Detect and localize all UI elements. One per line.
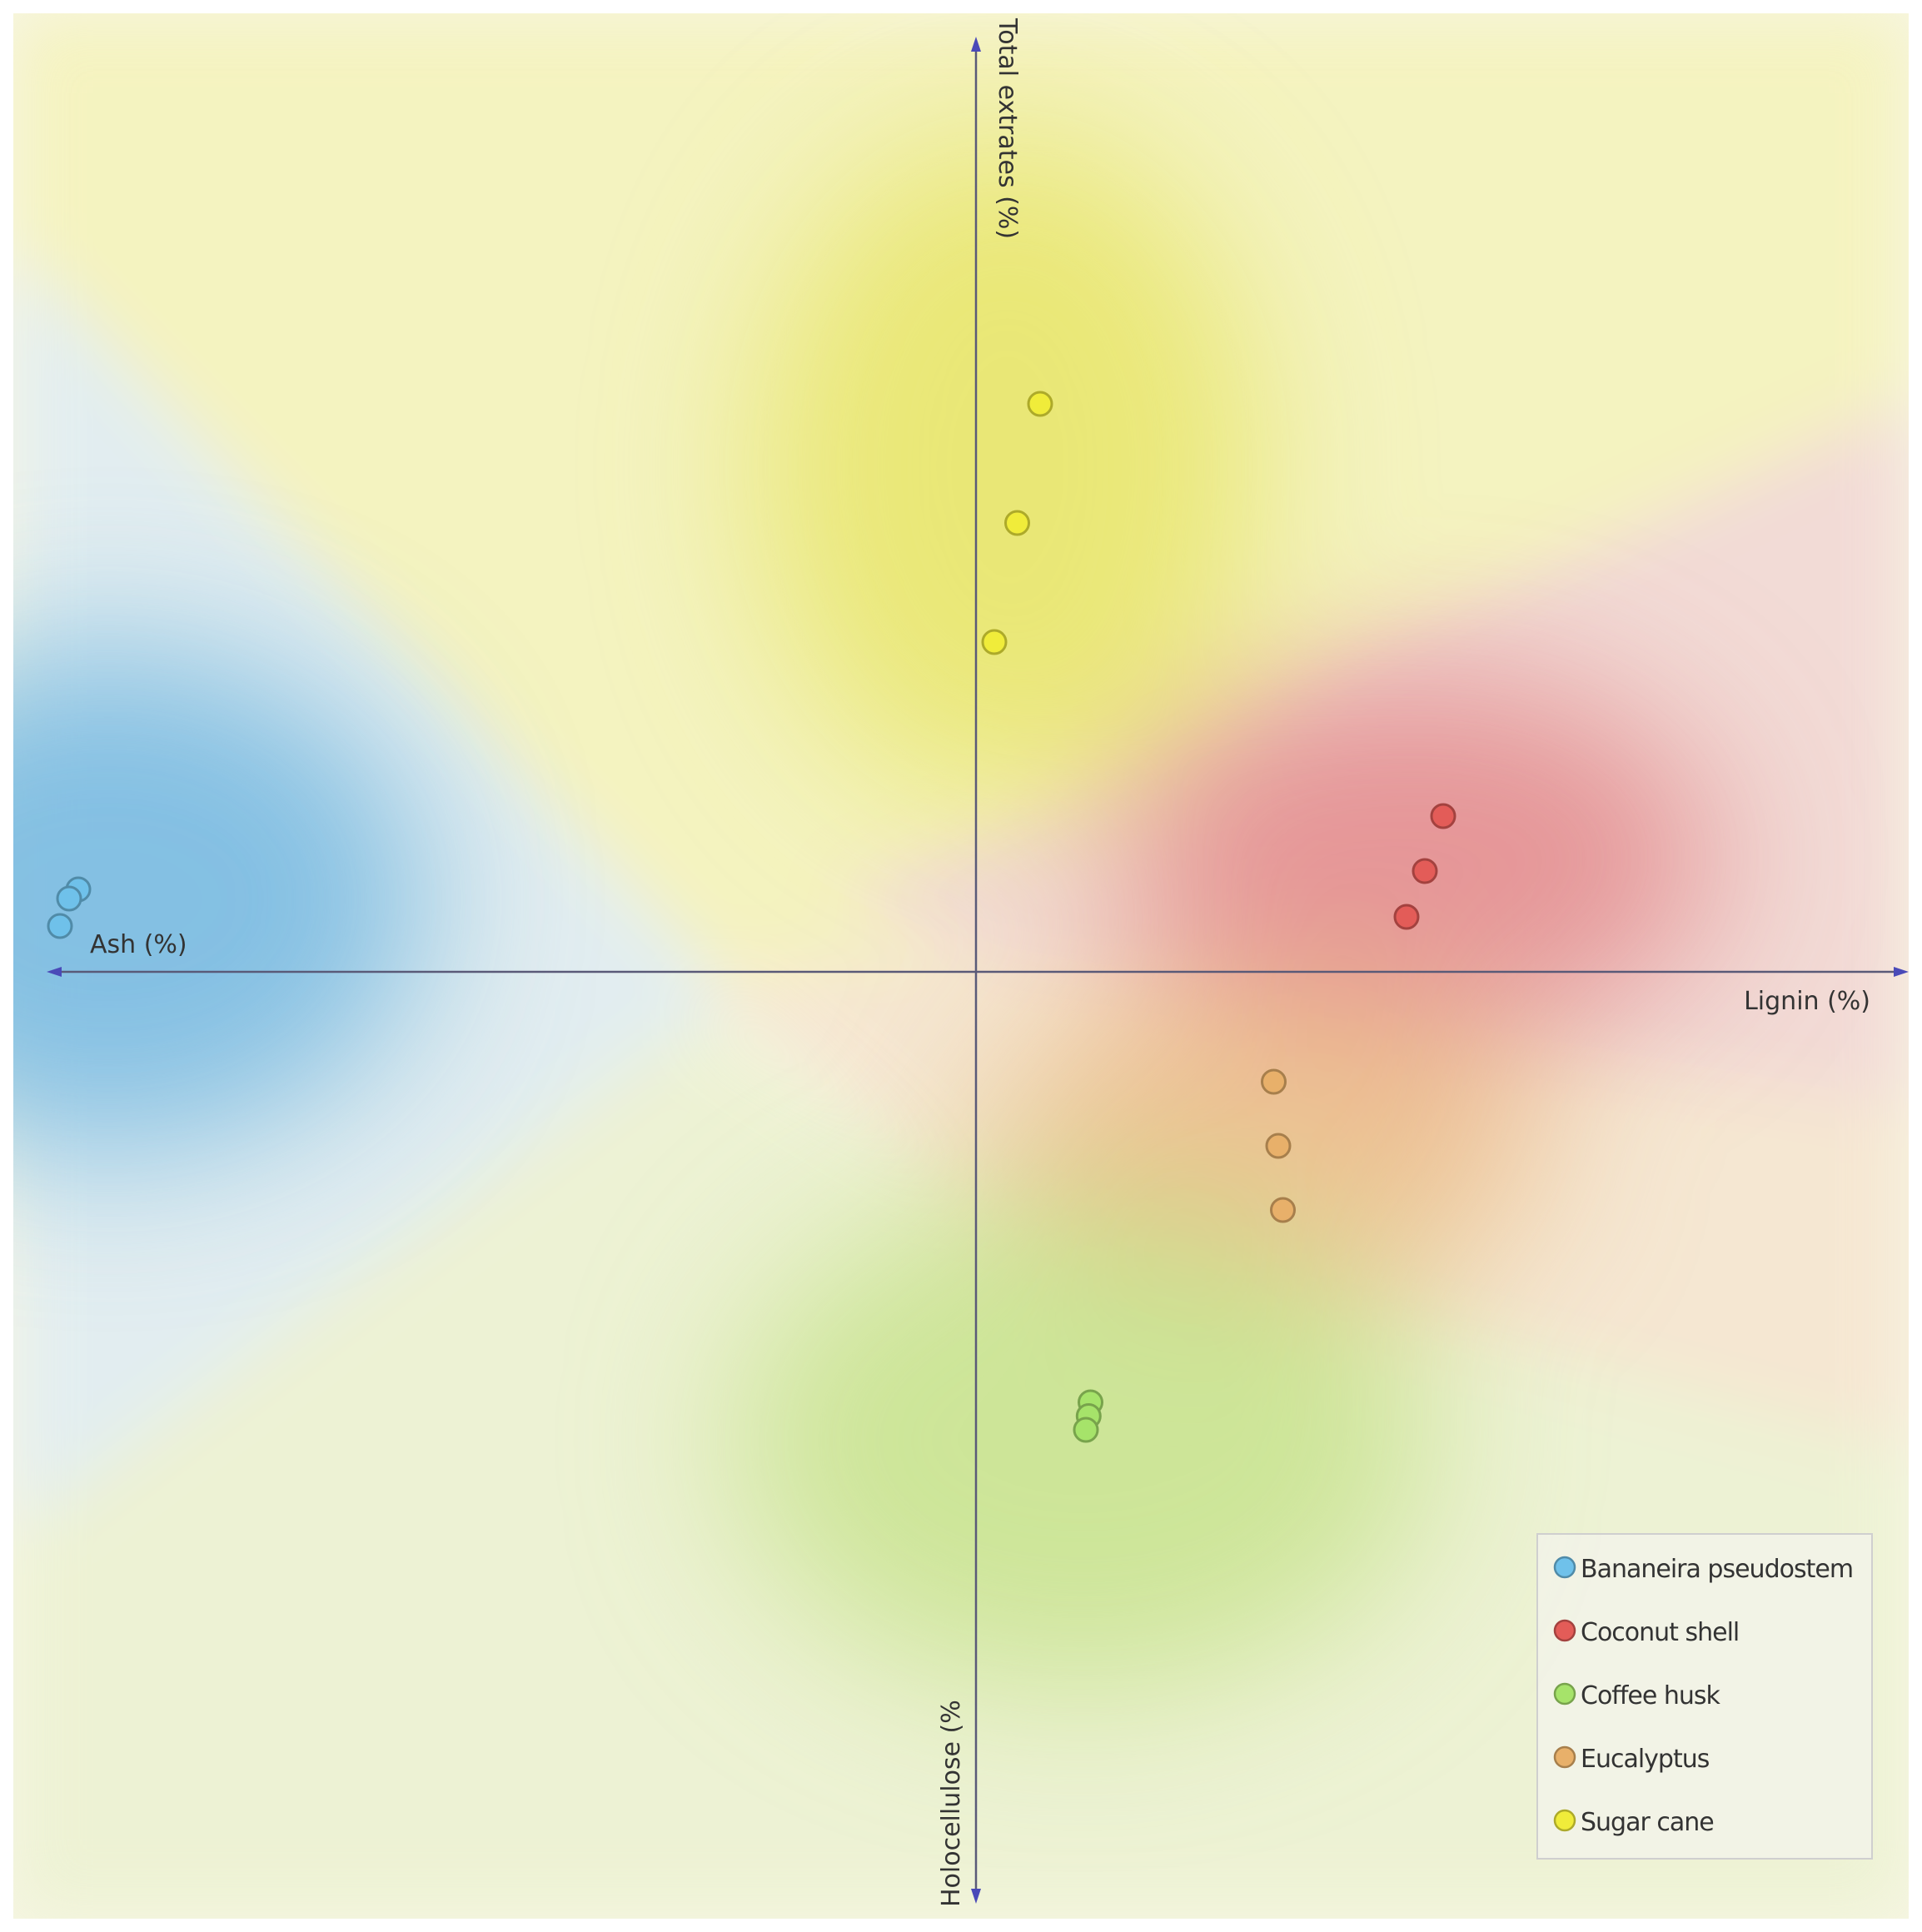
data-points <box>47 391 1456 1443</box>
data-point-eucalyptus-1 <box>1261 1068 1287 1095</box>
data-point-coconut-shell-3 <box>1393 904 1420 930</box>
data-point-sugar-cane-2 <box>1004 510 1030 536</box>
blob-bananeira <box>13 650 425 1149</box>
legend-label-coconut-shell: Coconut shell <box>1581 1618 1739 1647</box>
axis-label-total-extrates: Total extrates (%) <box>993 17 1022 239</box>
legend-marker-bananeira-pseudostem <box>1553 1556 1576 1579</box>
data-point-sugar-cane-3 <box>981 629 1008 655</box>
data-point-coconut-shell-2 <box>1412 858 1438 884</box>
legend-label-sugar-cane: Sugar cane <box>1581 1808 1714 1837</box>
blob-coconut <box>1116 675 1715 1041</box>
data-point-eucalyptus-2 <box>1265 1133 1292 1159</box>
arrow-down <box>971 1889 981 1904</box>
decision-regions <box>13 13 1909 1919</box>
legend-marker-coffee-husk <box>1553 1682 1576 1705</box>
legend-marker-eucalyptus <box>1553 1745 1576 1769</box>
data-point-eucalyptus-3 <box>1270 1197 1296 1223</box>
axis-label-ash: Ash (%) <box>90 930 187 959</box>
arrow-up <box>971 37 981 52</box>
data-point-bananeira-pseudostem-3 <box>47 913 73 939</box>
arrow-right <box>1894 967 1909 977</box>
legend-box <box>1536 1533 1873 1860</box>
data-point-coffee-husk-3 <box>1073 1417 1099 1443</box>
legend-label-coffee-husk: Coffee husk <box>1581 1681 1721 1710</box>
legend-label-bananeira-pseudostem: Bananeira pseudostem <box>1581 1555 1853 1584</box>
legend-marker-coconut-shell <box>1553 1619 1576 1642</box>
axis-label-lignin: Lignin (%) <box>1744 987 1870 1016</box>
data-point-bananeira-pseudostem-2 <box>56 885 82 912</box>
legend-marker-sugar-cane <box>1553 1809 1576 1832</box>
legend-label-eucalyptus: Eucalyptus <box>1581 1745 1710 1774</box>
arrow-left <box>47 967 62 977</box>
axes: Lignin (%) Ash (%) Total extrates (%) Ho… <box>47 17 1909 1907</box>
data-point-coconut-shell-1 <box>1430 803 1456 829</box>
legend: Bananeira pseudostem Coconut shell Coffee … <box>1536 1533 1873 1860</box>
data-point-sugar-cane-1 <box>1027 391 1053 417</box>
blob-sugar-cane <box>758 133 1257 799</box>
axis-label-holocellulose: Holocellulose (% <box>937 1700 966 1907</box>
